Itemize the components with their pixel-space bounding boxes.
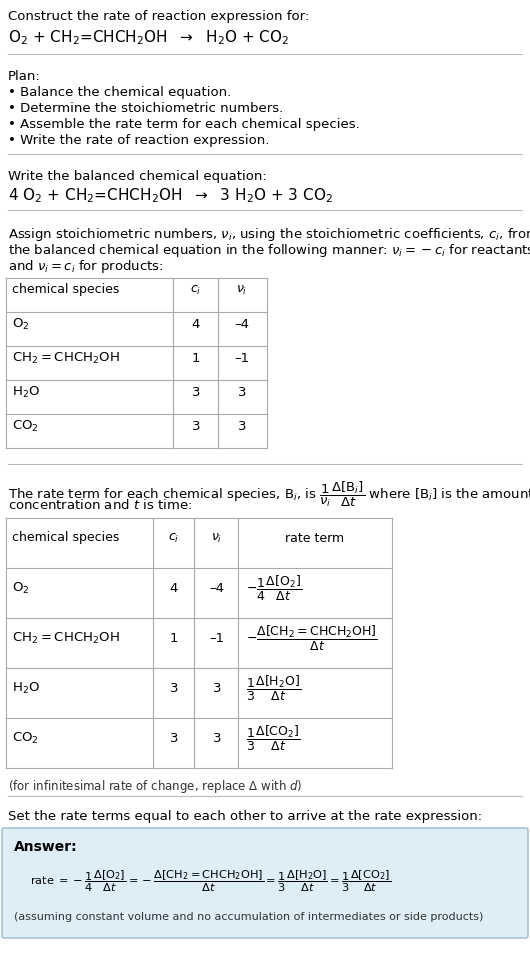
Text: rate term: rate term [286, 531, 344, 545]
Text: $\nu_i$: $\nu_i$ [236, 283, 248, 297]
Text: (assuming constant volume and no accumulation of intermediates or side products): (assuming constant volume and no accumul… [14, 912, 483, 922]
Text: rate $= -\dfrac{1}{4}\dfrac{\Delta[\mathrm{O_2}]}{\Delta t} = -\dfrac{\Delta[\ma: rate $= -\dfrac{1}{4}\dfrac{\Delta[\math… [30, 868, 391, 894]
Text: $\mathrm{O_2}$: $\mathrm{O_2}$ [12, 317, 30, 331]
Text: and $\nu_i = c_i$ for products:: and $\nu_i = c_i$ for products: [8, 258, 164, 275]
Text: the balanced chemical equation in the following manner: $\nu_i = -c_i$ for react: the balanced chemical equation in the fo… [8, 242, 530, 259]
Text: concentration and $t$ is time:: concentration and $t$ is time: [8, 498, 192, 512]
Text: $\dfrac{1}{3}\dfrac{\Delta[\mathrm{CO_2}]}{\Delta t}$: $\dfrac{1}{3}\dfrac{\Delta[\mathrm{CO_2}… [246, 723, 301, 753]
Text: chemical species: chemical species [12, 283, 119, 297]
Text: Set the rate terms equal to each other to arrive at the rate expression:: Set the rate terms equal to each other t… [8, 810, 482, 823]
Text: Assign stoichiometric numbers, $\nu_i$, using the stoichiometric coefficients, $: Assign stoichiometric numbers, $\nu_i$, … [8, 226, 530, 243]
Text: 3: 3 [170, 681, 178, 695]
Text: • Write the rate of reaction expression.: • Write the rate of reaction expression. [8, 134, 269, 147]
Text: (for infinitesimal rate of change, replace Δ with $d$): (for infinitesimal rate of change, repla… [8, 778, 303, 795]
Text: –1: –1 [209, 631, 225, 645]
Text: $\mathrm{CH_2{=}CHCH_2OH}$: $\mathrm{CH_2{=}CHCH_2OH}$ [12, 630, 120, 646]
Text: • Assemble the rate term for each chemical species.: • Assemble the rate term for each chemic… [8, 118, 360, 131]
Text: $\nu_i$: $\nu_i$ [211, 531, 223, 545]
Text: $\mathrm{H_2O}$: $\mathrm{H_2O}$ [12, 680, 40, 696]
Text: 3: 3 [192, 385, 200, 399]
Text: 3: 3 [170, 731, 178, 745]
Text: • Balance the chemical equation.: • Balance the chemical equation. [8, 86, 231, 99]
Text: 3: 3 [238, 419, 246, 432]
Text: $c_i$: $c_i$ [169, 531, 180, 545]
Text: $c_i$: $c_i$ [190, 283, 201, 297]
Text: –1: –1 [234, 352, 250, 365]
Text: The rate term for each chemical species, B$_i$, is $\dfrac{1}{\nu_i}\dfrac{\Delt: The rate term for each chemical species,… [8, 480, 530, 510]
Text: 3: 3 [192, 419, 200, 432]
Text: Write the balanced chemical equation:: Write the balanced chemical equation: [8, 170, 267, 183]
Text: chemical species: chemical species [12, 531, 119, 545]
Text: $-\dfrac{\Delta[\mathrm{CH_2{=}CHCH_2OH}]}{\Delta t}$: $-\dfrac{\Delta[\mathrm{CH_2{=}CHCH_2OH}… [246, 623, 378, 653]
Text: Answer:: Answer: [14, 840, 77, 854]
Text: • Determine the stoichiometric numbers.: • Determine the stoichiometric numbers. [8, 102, 283, 115]
Text: 4: 4 [170, 581, 178, 595]
Text: $\mathrm{CO_2}$: $\mathrm{CO_2}$ [12, 418, 39, 433]
Text: –4: –4 [234, 318, 250, 330]
Text: $\mathrm{O_2}$: $\mathrm{O_2}$ [12, 580, 30, 596]
Text: 1: 1 [192, 352, 200, 365]
FancyBboxPatch shape [2, 828, 528, 938]
Text: 3: 3 [213, 731, 221, 745]
Text: –4: –4 [209, 581, 225, 595]
Text: 4 O$_2$ + CH$_2$=CHCH$_2$OH  $\rightarrow$  3 H$_2$O + 3 CO$_2$: 4 O$_2$ + CH$_2$=CHCH$_2$OH $\rightarrow… [8, 186, 333, 205]
Text: 1: 1 [170, 631, 178, 645]
Text: $\mathrm{CH_2{=}CHCH_2OH}$: $\mathrm{CH_2{=}CHCH_2OH}$ [12, 351, 120, 366]
Text: Plan:: Plan: [8, 70, 41, 83]
Text: $-\dfrac{1}{4}\dfrac{\Delta[\mathrm{O_2}]}{\Delta t}$: $-\dfrac{1}{4}\dfrac{\Delta[\mathrm{O_2}… [246, 573, 302, 603]
Text: 3: 3 [238, 385, 246, 399]
Text: $\mathrm{H_2O}$: $\mathrm{H_2O}$ [12, 384, 40, 400]
Text: $\mathrm{CO_2}$: $\mathrm{CO_2}$ [12, 730, 39, 746]
Text: Construct the rate of reaction expression for:: Construct the rate of reaction expressio… [8, 10, 309, 23]
Text: 3: 3 [213, 681, 221, 695]
Text: 4: 4 [192, 318, 200, 330]
Text: O$_2$ + CH$_2$=CHCH$_2$OH  $\rightarrow$  H$_2$O + CO$_2$: O$_2$ + CH$_2$=CHCH$_2$OH $\rightarrow$ … [8, 28, 289, 47]
Text: $\dfrac{1}{3}\dfrac{\Delta[\mathrm{H_2O}]}{\Delta t}$: $\dfrac{1}{3}\dfrac{\Delta[\mathrm{H_2O}… [246, 673, 301, 703]
